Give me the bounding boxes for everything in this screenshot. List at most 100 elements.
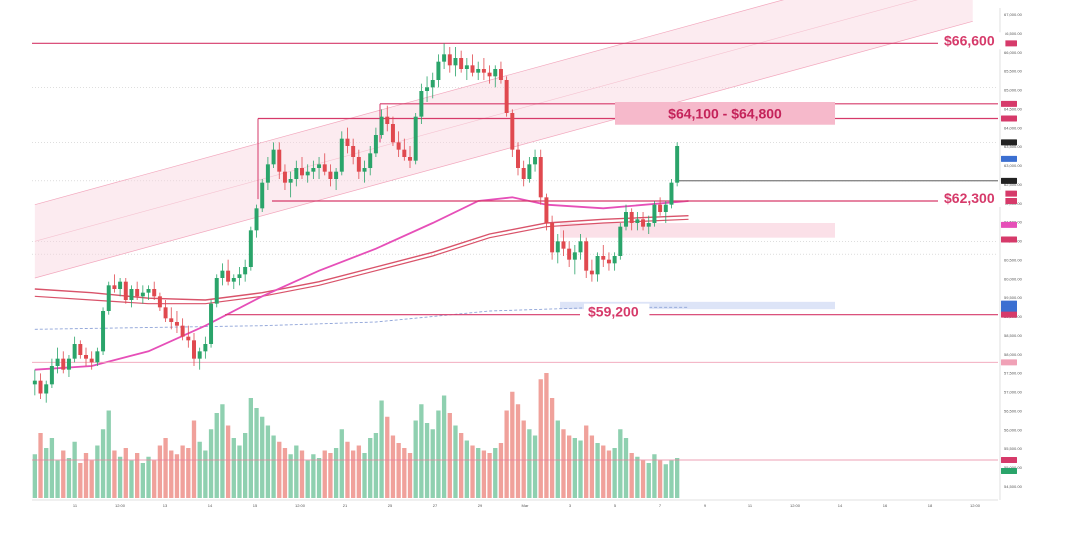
candle-body [413,116,418,161]
candle-body [44,384,49,394]
volume-bar [254,408,259,498]
ma-red-line-2 [34,218,689,305]
volume-bar [265,425,271,498]
volume-bar [294,445,299,498]
candle-body [595,256,600,275]
range-label: $64,100 - $64,800 [668,105,782,121]
candle-body [419,91,424,117]
x-tick-label: 25 [388,503,393,508]
candle-body [157,296,162,308]
axis-price-badge [1001,457,1017,463]
volume-bar [197,441,202,498]
candle-body [101,311,106,352]
y-tick-label: 55,500.00 [1004,446,1023,451]
candle-body [265,164,270,183]
volume-bar [328,453,333,498]
volume-bar [521,420,526,498]
x-tick-label: 13 [163,503,168,508]
volume-bar [498,443,504,498]
y-tick-label: 56,500.00 [1004,408,1023,413]
y-tick-label: 59,500.00 [1004,295,1023,300]
x-tick-label: 15 [253,503,258,508]
candle-body [163,307,168,319]
candle-body [112,285,117,289]
candle-body [214,278,219,304]
candle-body [322,164,327,172]
candle-body [49,366,54,385]
volume-bar [430,429,435,498]
candle-body [118,281,123,289]
volume-bar [311,454,316,498]
volume-bar [316,458,322,498]
level-label-62300-bg [940,190,1006,207]
candle-body [629,212,634,223]
volume-bar [566,435,572,498]
candle-body [368,153,373,168]
candle-body [271,149,276,165]
volume-bar [595,443,600,498]
volume-bar [368,438,373,498]
volume-bar [129,460,134,498]
candle-body [516,149,520,168]
volume-bar [464,440,470,498]
volume-bar [356,445,362,498]
volume-bar [140,463,146,498]
axis-price-badge [1001,115,1017,122]
candle-body [192,340,196,359]
volume-bar [402,448,407,498]
level-label-66600: $66,600 [944,32,995,48]
candle-body [174,322,179,326]
volume-bar [157,445,163,498]
candle-body [487,72,492,77]
ma-blue-line [34,306,689,330]
candle-body [635,219,640,223]
x-tick-label: 7 [659,503,662,508]
candle-body [464,65,469,69]
volume-bar [606,450,612,498]
candle-body [209,303,214,344]
volume-bar [510,391,515,498]
volume-bar [55,460,60,498]
candle-body [481,69,486,73]
y-tick-label: 60,500.00 [1004,257,1023,262]
candle-body [606,259,611,264]
level-label-59200-bg [584,303,650,321]
candle-body [84,355,88,359]
candle-body [277,149,282,172]
volume-bar [476,448,481,498]
y-tick-label: 63,500.00 [1004,144,1023,149]
candle-body [362,168,367,172]
volume-bar [38,433,43,498]
channel-mid-line [34,0,918,242]
volume-bar [350,450,356,498]
volume-bar [260,416,265,498]
candle-body [356,157,361,172]
label-layer: $66,600 $62,300 $59,200 $64,100 - $64,800 [584,32,1006,321]
candle-body [328,171,333,179]
volume-bar [305,460,310,498]
y-tick-label: 57,000.00 [1004,390,1023,395]
candle-body [197,351,202,359]
y-tick-label: 54,500.00 [1004,484,1023,489]
channel-lower-line [34,20,973,279]
volume-bar [504,410,509,498]
volume-bar [396,443,401,498]
channel-layer [34,0,973,279]
volume-bar [242,433,248,498]
volume-bar [663,464,668,498]
volume-bar [117,456,123,498]
y-tick-label: 67,000.00 [1004,12,1023,17]
volume-bar [220,404,225,498]
candle-body [572,252,577,260]
axis-price-badge [1001,155,1017,162]
volume-bar [601,445,606,498]
candle-body [550,223,555,253]
volume-bar [379,400,384,498]
volume-bar [61,450,66,498]
volume-bar [362,453,367,498]
candle-body [544,197,549,223]
volume-bar [652,454,657,498]
candle-body [123,281,128,300]
volume-bar [481,450,487,498]
